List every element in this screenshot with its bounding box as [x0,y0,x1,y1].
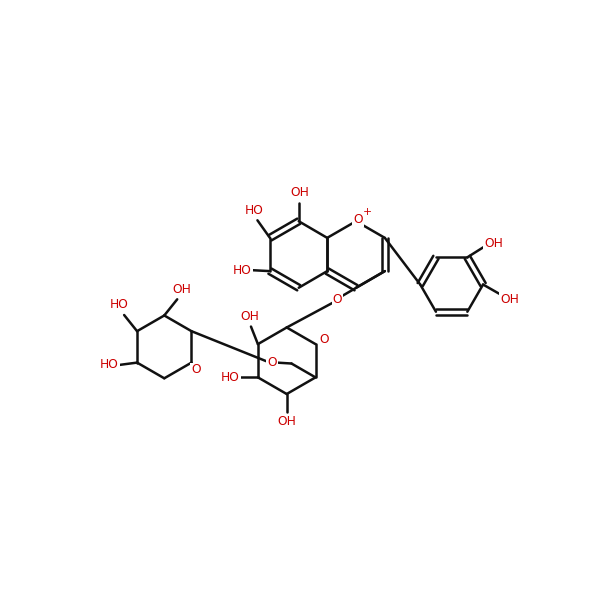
Text: OH: OH [277,415,296,428]
Text: O: O [191,364,201,376]
Text: O: O [353,213,362,226]
Text: HO: HO [221,371,239,384]
Text: O: O [333,293,343,306]
Text: O: O [319,333,329,346]
Text: HO: HO [244,203,263,217]
Text: OH: OH [172,283,191,296]
Text: OH: OH [500,293,519,306]
Text: OH: OH [290,186,309,199]
Text: HO: HO [110,298,129,311]
Text: +: + [362,208,371,217]
Text: OH: OH [240,310,259,323]
Text: HO: HO [233,263,251,277]
Text: HO: HO [100,358,119,371]
Text: OH: OH [484,237,503,250]
Text: O: O [267,356,277,369]
